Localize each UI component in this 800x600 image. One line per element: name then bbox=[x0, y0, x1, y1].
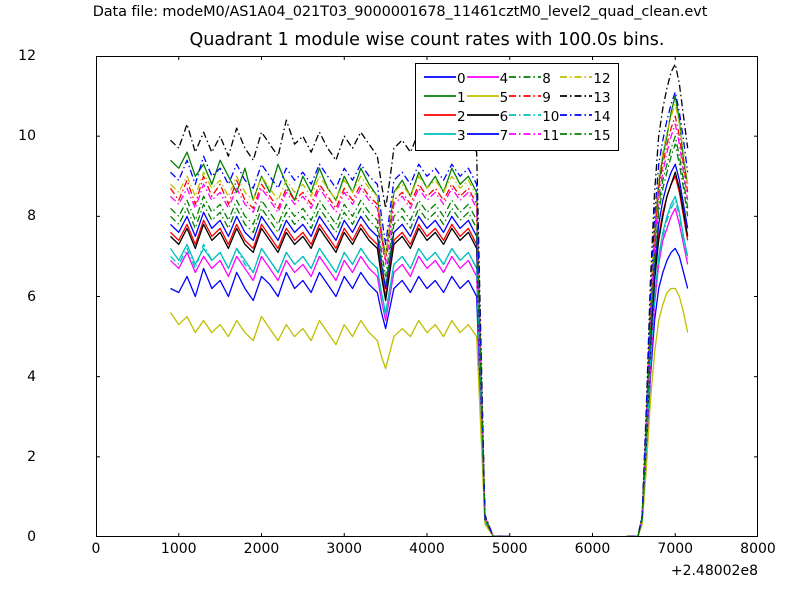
series-line-5 bbox=[169, 287, 689, 537]
series-line-15 bbox=[170, 143, 689, 537]
legend-label: 3 bbox=[457, 127, 466, 144]
legend-label: 8 bbox=[542, 70, 551, 87]
legend-label: 0 bbox=[457, 70, 466, 87]
legend-label: 10 bbox=[542, 108, 560, 125]
legend-line-sample-13 bbox=[560, 95, 593, 97]
x-tick-label: 7000 bbox=[657, 541, 694, 557]
legend-swatch-cell bbox=[508, 88, 542, 107]
legend-line-sample-5 bbox=[466, 95, 499, 97]
plot-canvas bbox=[96, 56, 758, 537]
legend-row: 3 7 11 15 bbox=[423, 126, 611, 145]
legend-swatch-cell bbox=[423, 69, 457, 88]
x-tick-label: 0 bbox=[91, 541, 101, 557]
y-tick-label: 6 bbox=[27, 288, 36, 305]
legend-line-sample-0 bbox=[424, 76, 456, 78]
series-line-10 bbox=[170, 199, 689, 537]
x-tick-label: 5000 bbox=[491, 541, 528, 557]
legend-swatch-cell bbox=[466, 126, 500, 145]
legend-line-sample-15 bbox=[560, 133, 593, 135]
x-tick-label: 2000 bbox=[243, 541, 280, 557]
series-line-13 bbox=[170, 63, 689, 537]
series-line-14 bbox=[170, 91, 689, 537]
legend-line-sample-10 bbox=[509, 114, 542, 116]
legend-swatch-cell bbox=[508, 126, 542, 145]
series-line-0 bbox=[170, 247, 689, 537]
x-tick-label: 1000 bbox=[160, 541, 197, 557]
series-line-1 bbox=[170, 95, 689, 537]
legend-swatch-cell bbox=[559, 69, 593, 88]
x-axis-offset-label: +2.48002e8 bbox=[670, 563, 758, 579]
legend-label: 6 bbox=[499, 108, 509, 125]
plot-area bbox=[96, 56, 758, 537]
legend-label: 4 bbox=[499, 70, 509, 87]
legend-line-sample-6 bbox=[466, 114, 499, 116]
legend-row: 1 5 9 13 bbox=[423, 88, 611, 107]
x-tick-label: 3000 bbox=[326, 541, 363, 557]
series-line-12 bbox=[170, 103, 689, 537]
legend-line-sample-9 bbox=[509, 95, 542, 97]
legend-line-sample-12 bbox=[560, 76, 593, 78]
series-group bbox=[169, 63, 689, 537]
axes-frame bbox=[96, 56, 758, 537]
series-line-2 bbox=[170, 175, 689, 537]
legend-table: 0 4 8 12 1 5 9 13 2 6 10 14 3 7 11 15 bbox=[423, 69, 611, 145]
legend-line-sample-3 bbox=[424, 133, 456, 135]
legend-row: 2 6 10 14 bbox=[423, 107, 611, 126]
y-tick-label: 0 bbox=[27, 529, 36, 545]
legend-swatch-cell bbox=[508, 107, 542, 126]
legend-label: 7 bbox=[499, 127, 509, 144]
series-line-7 bbox=[170, 163, 689, 537]
legend-label: 9 bbox=[542, 89, 551, 106]
y-tick-label: 2 bbox=[27, 448, 36, 465]
legend-label: 2 bbox=[457, 108, 466, 125]
legend-swatch-cell bbox=[466, 107, 500, 126]
legend-label: 1 bbox=[457, 89, 466, 106]
legend-label: 11 bbox=[542, 127, 560, 144]
datafile-caption: Data file: modeM0/AS1A04_021T03_90000016… bbox=[92, 4, 708, 20]
legend-line-sample-4 bbox=[466, 76, 499, 78]
y-tick-label: 12 bbox=[18, 48, 36, 64]
legend-swatch-cell bbox=[466, 88, 500, 107]
legend-label: 13 bbox=[593, 89, 611, 106]
y-tick-label: 4 bbox=[27, 368, 36, 385]
legend-row: 0 4 8 12 bbox=[423, 69, 611, 88]
chart-title: Quadrant 1 module wise count rates with … bbox=[189, 30, 665, 50]
y-tick-label: 8 bbox=[27, 208, 36, 225]
legend-swatch-cell bbox=[466, 69, 500, 88]
legend-line-sample-8 bbox=[509, 76, 542, 78]
legend: 0 4 8 12 1 5 9 13 2 6 10 14 3 7 11 15 bbox=[415, 63, 619, 151]
legend-line-sample-1 bbox=[424, 95, 456, 97]
legend-swatch-cell bbox=[423, 107, 457, 126]
legend-line-sample-14 bbox=[560, 114, 593, 116]
legend-label: 12 bbox=[593, 70, 611, 87]
legend-label: 5 bbox=[499, 89, 509, 106]
y-tick-label: 10 bbox=[18, 128, 36, 145]
legend-swatch-cell bbox=[559, 88, 593, 107]
legend-label: 14 bbox=[593, 108, 611, 125]
legend-line-sample-7 bbox=[466, 133, 499, 135]
legend-swatch-cell bbox=[508, 69, 542, 88]
legend-line-sample-11 bbox=[509, 133, 542, 135]
legend-swatch-cell bbox=[559, 126, 593, 145]
x-tick-label: 6000 bbox=[574, 541, 611, 557]
legend-swatch-cell bbox=[423, 88, 457, 107]
x-tick-label: 4000 bbox=[409, 541, 445, 557]
x-tick-label: 8000 bbox=[740, 541, 776, 557]
legend-swatch-cell bbox=[423, 126, 457, 145]
legend-label: 15 bbox=[593, 127, 611, 144]
legend-line-sample-2 bbox=[424, 114, 456, 116]
legend-swatch-cell bbox=[559, 107, 593, 126]
